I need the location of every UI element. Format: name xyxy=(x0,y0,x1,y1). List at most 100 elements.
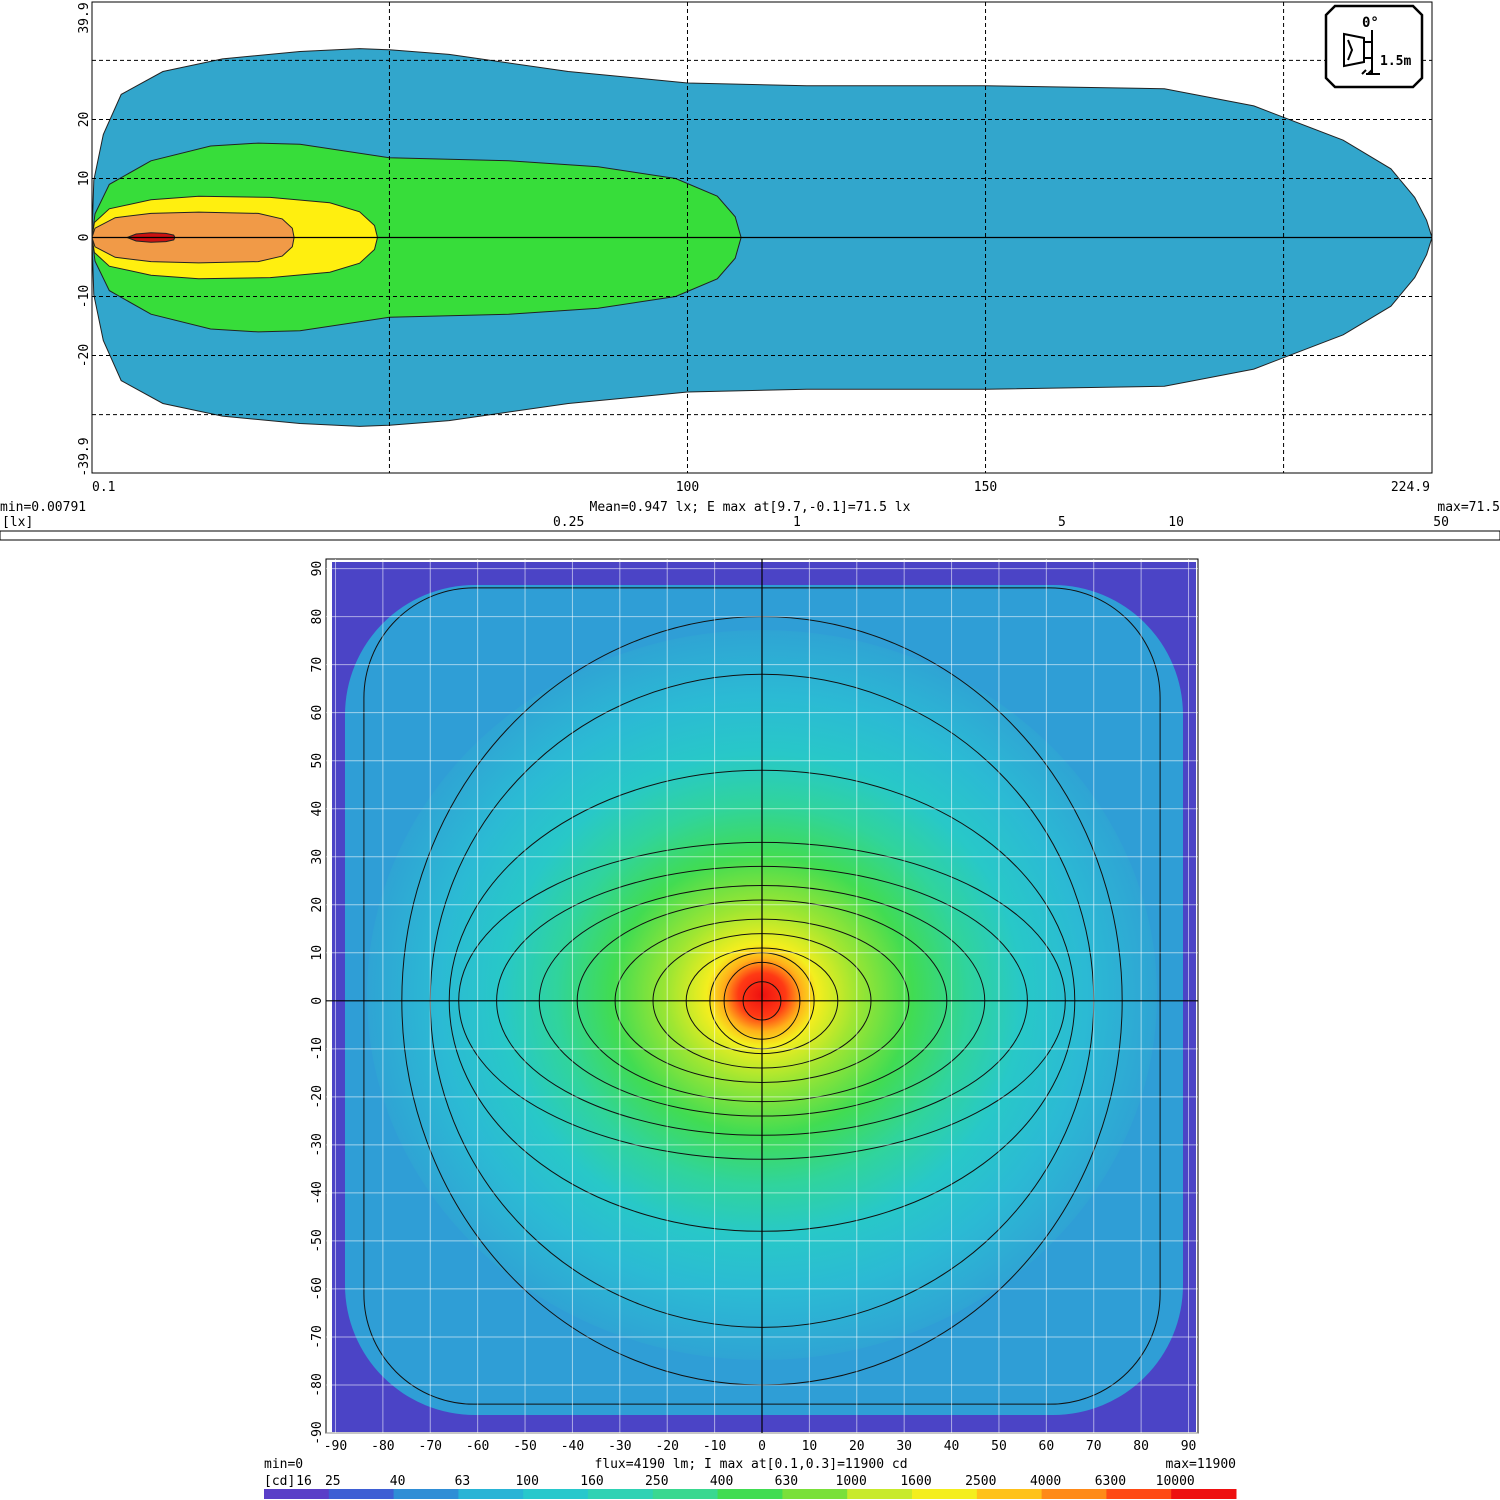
y-tick-label: -90 xyxy=(310,1421,325,1444)
x-tick-label: -90 xyxy=(324,1439,347,1454)
x-tick-label: 0.1 xyxy=(92,480,115,495)
y-tick-label: 0 xyxy=(310,997,325,1005)
legend-swatch xyxy=(652,1489,719,1499)
illuminance-y-ticks: 39.9 20 10 0 -10 -20 -39.9 xyxy=(77,2,92,476)
y-tick-label: -40 xyxy=(310,1181,325,1204)
illuminance-min-label: min=0.00791 xyxy=(0,500,86,515)
legend-tick-label: 0.25 xyxy=(553,515,584,530)
badge-height: 1.5m xyxy=(1380,54,1411,69)
y-tick-label: 60 xyxy=(310,705,325,721)
legend-swatch xyxy=(717,1489,783,1499)
lamp-mounting-icon xyxy=(1343,30,1380,75)
x-tick-label: 50 xyxy=(991,1439,1007,1454)
intensity-legend: 16 25 40 63 100 160 250 400 630 1000 1600 2500 4000 6… xyxy=(264,1474,1237,1499)
mounting-badge: 0° 1.5m xyxy=(1324,4,1424,89)
illuminance-stats: Mean=0.947 lx; E max at[9.7,-0.1]=71.5 l… xyxy=(590,500,911,515)
x-tick-label: -40 xyxy=(561,1439,584,1454)
badge-angle: 0° xyxy=(1362,15,1379,31)
intensity-stats: flux=4190 lm; I max at[0.1,0.3]=11900 cd xyxy=(594,1457,907,1472)
intensity-max-label: max=11900 xyxy=(1166,1457,1236,1472)
y-tick-label: 0 xyxy=(77,234,92,242)
y-tick-label: -80 xyxy=(310,1373,325,1396)
legend-tick-label: 25 xyxy=(325,1474,341,1489)
illuminance-max-label: max=71.5 xyxy=(1437,500,1500,515)
x-tick-label: -70 xyxy=(419,1439,442,1454)
legend-swatch xyxy=(847,1489,913,1499)
y-tick-label: 80 xyxy=(310,609,325,625)
illuminance-legend-bar xyxy=(0,530,1500,541)
y-tick-label: 39.9 xyxy=(77,2,92,33)
illuminance-unit-label: [lx] xyxy=(2,515,33,530)
x-tick-label: -80 xyxy=(371,1439,394,1454)
y-tick-label: -20 xyxy=(310,1085,325,1108)
legend-swatch xyxy=(782,1489,848,1499)
x-tick-label: 70 xyxy=(1086,1439,1102,1454)
legend-tick-label: 6300 xyxy=(1095,1474,1126,1489)
y-tick-label: -60 xyxy=(310,1277,325,1300)
y-tick-label: 90 xyxy=(310,561,325,577)
x-tick-label: 0 xyxy=(758,1439,766,1454)
legend-tick-label: 250 xyxy=(645,1474,668,1489)
x-tick-label: 100 xyxy=(676,480,699,495)
x-tick-label: 10 xyxy=(802,1439,818,1454)
y-tick-label: 20 xyxy=(77,112,92,128)
y-tick-label: -70 xyxy=(310,1325,325,1348)
y-tick-label: 70 xyxy=(310,657,325,673)
intensity-y-ticks: 90 80 70 60 50 40 30 20 10 0 -10 -20 -30 -40 -50 -60 -70… xyxy=(310,561,325,1445)
y-tick-label: -20 xyxy=(77,344,92,367)
x-tick-label: -30 xyxy=(608,1439,631,1454)
legend-tick-label: 4000 xyxy=(1030,1474,1061,1489)
legend-swatch xyxy=(523,1489,589,1499)
y-tick-label: -10 xyxy=(310,1037,325,1060)
legend-tick-label: 5 xyxy=(1058,515,1066,530)
x-tick-label: 90 xyxy=(1181,1439,1197,1454)
legend-tick-label: 40 xyxy=(390,1474,406,1489)
legend-swatch xyxy=(393,1489,459,1499)
x-tick-label: -60 xyxy=(466,1439,489,1454)
legend-tick-label: 10 xyxy=(1168,515,1184,530)
x-tick-label: 20 xyxy=(849,1439,865,1454)
y-tick-label: 30 xyxy=(310,849,325,865)
legend-tick-label: 16 xyxy=(296,1474,312,1489)
legend-swatch xyxy=(1041,1489,1107,1499)
y-tick-label: -39.9 xyxy=(77,437,92,476)
x-tick-label: -50 xyxy=(513,1439,536,1454)
x-tick-label: 80 xyxy=(1133,1439,1149,1454)
intensity-grid xyxy=(326,559,1198,1434)
legend-tick-label: 50 xyxy=(1433,515,1449,530)
legend-tick-label: 630 xyxy=(775,1474,798,1489)
x-tick-label: 150 xyxy=(974,480,997,495)
legend-swatch xyxy=(264,1489,330,1499)
legend-tick-label: 1000 xyxy=(836,1474,867,1489)
illuminance-x-ticks: 0.1 100 150 224.9 xyxy=(92,480,1430,495)
legend-swatch xyxy=(1171,1489,1237,1499)
legend-tick-label: 1 xyxy=(793,515,801,530)
y-tick-label: 50 xyxy=(310,753,325,769)
x-tick-label: 30 xyxy=(896,1439,912,1454)
legend-swatch xyxy=(328,1489,395,1499)
y-tick-label: -50 xyxy=(310,1229,325,1252)
legend-swatch xyxy=(588,1489,654,1499)
legend-swatch xyxy=(976,1489,1043,1499)
y-tick-label: 20 xyxy=(310,897,325,913)
y-tick-label: 10 xyxy=(77,171,92,187)
x-tick-label: 60 xyxy=(1039,1439,1055,1454)
legend-tick-label: 2500 xyxy=(965,1474,996,1489)
intensity-x-ticks: -90 -80 -70 -60 -50 -40 -30 -20 -10 0 10 20 30 40 50 60… xyxy=(324,1439,1197,1454)
y-tick-label: -10 xyxy=(77,285,92,308)
legend-swatch xyxy=(912,1489,978,1499)
badge-frame xyxy=(1324,4,1424,89)
x-tick-label: 224.9 xyxy=(1391,480,1430,495)
x-tick-label: -20 xyxy=(655,1439,678,1454)
intensity-chart: -90 -80 -70 -60 -50 -40 -30 -20 -10 0 10 20 30 40 50 60… xyxy=(264,558,1237,1499)
illuminance-grid xyxy=(92,2,1432,473)
y-tick-label: 40 xyxy=(310,801,325,817)
legend-swatch xyxy=(1106,1489,1172,1499)
legend-tick-label: 100 xyxy=(515,1474,538,1489)
x-tick-label: 40 xyxy=(944,1439,960,1454)
legend-tick-label: 1600 xyxy=(900,1474,931,1489)
legend-swatch xyxy=(458,1489,524,1499)
intensity-unit-label: [cd] xyxy=(264,1474,295,1489)
